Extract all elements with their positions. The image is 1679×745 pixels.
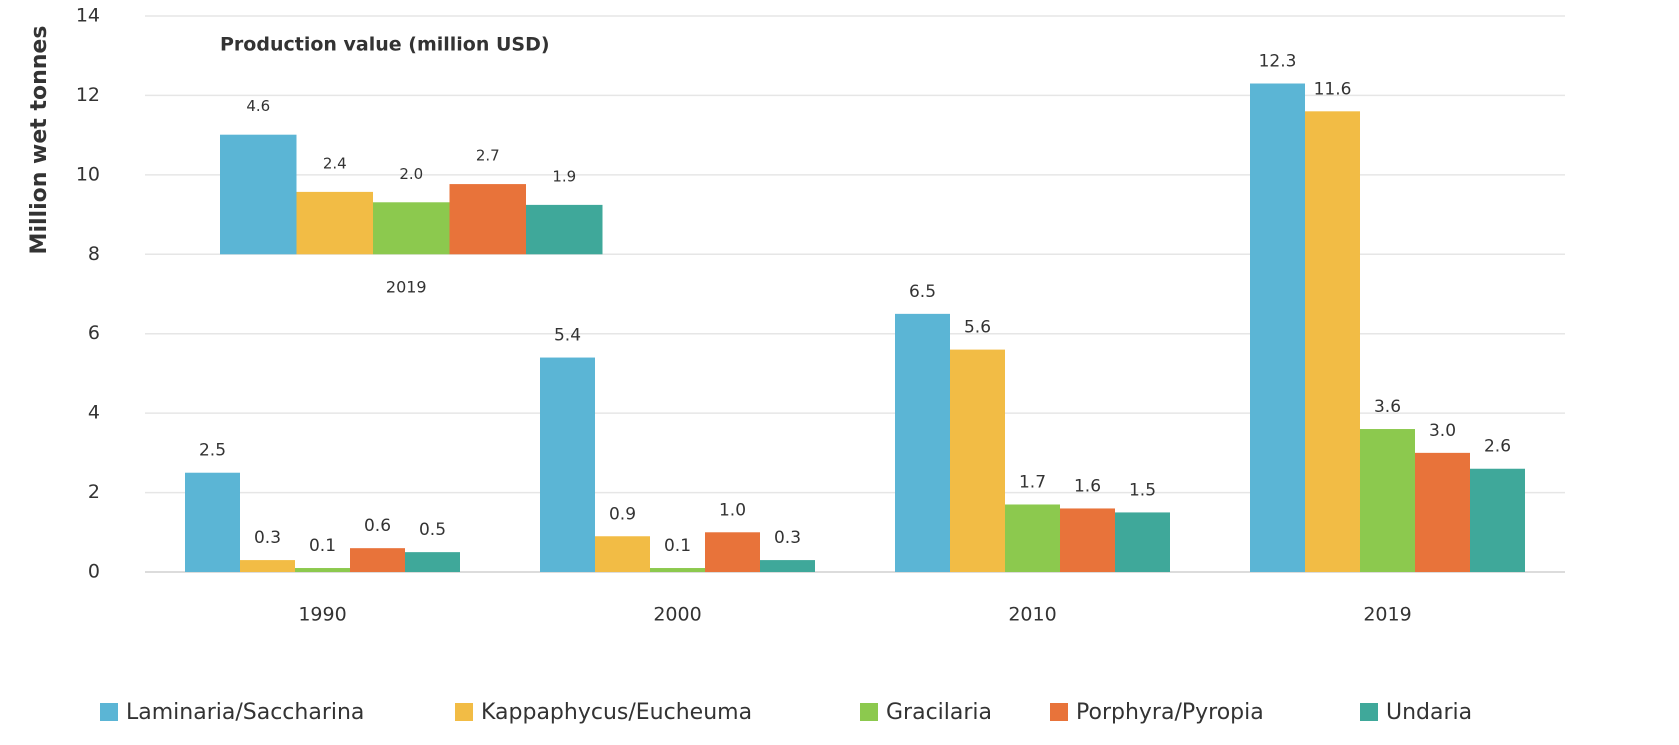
y-tick-label: 8: [88, 243, 100, 265]
x-tick-label: 2000: [653, 604, 701, 626]
data-label: 0.6: [364, 516, 391, 536]
inset-title: Production value (million USD): [220, 34, 550, 56]
legend-label: Kappaphycus/Eucheuma: [481, 700, 752, 725]
data-label: 0.1: [664, 536, 691, 556]
data-label: 2.6: [1484, 437, 1511, 457]
data-label: 3.0: [1429, 421, 1456, 441]
x-tick-label: 1990: [298, 604, 346, 626]
data-label: 12.3: [1259, 52, 1297, 72]
bar: [595, 536, 650, 572]
data-label: 0.3: [774, 528, 801, 548]
y-tick-label: 14: [76, 5, 100, 27]
bar: [1415, 452, 1470, 572]
x-tick-label: 2019: [1363, 604, 1411, 626]
bar: [350, 548, 405, 572]
legend-swatch: [455, 703, 473, 721]
legend-label: Porphyra/Pyropia: [1076, 700, 1264, 725]
data-label: 2.5: [199, 441, 226, 461]
bar: [540, 357, 595, 572]
data-label: 5.4: [554, 326, 581, 346]
legend-label: Laminaria/Saccharina: [126, 700, 364, 725]
bar: [1250, 83, 1305, 572]
x-tick-label: 2010: [1008, 604, 1056, 626]
bar: [1060, 508, 1115, 572]
inset-bar: [526, 204, 603, 255]
legend-label: Gracilaria: [886, 700, 992, 725]
bar: [185, 472, 240, 572]
legend-swatch: [1050, 703, 1068, 721]
inset-category-label: 2019: [386, 278, 427, 297]
bar: [705, 532, 760, 572]
data-label: 0.3: [254, 528, 281, 548]
legend-swatch: [1360, 703, 1378, 721]
y-tick-label: 0: [88, 561, 100, 583]
y-tick-label: 4: [88, 402, 100, 424]
data-label: 1.0: [719, 500, 746, 520]
bar: [1305, 111, 1360, 573]
bar: [1005, 504, 1060, 572]
data-label: 5.6: [964, 318, 991, 338]
data-label: 6.5: [909, 282, 936, 302]
y-tick-label: 12: [76, 84, 100, 106]
bar: [895, 313, 950, 572]
legend-swatch: [100, 703, 118, 721]
data-label: 0.5: [419, 520, 446, 540]
bar: [1470, 468, 1525, 572]
data-label: 0.1: [309, 536, 336, 556]
bar: [650, 568, 705, 572]
bar: [295, 568, 350, 572]
legend-label: Undaria: [1386, 700, 1472, 725]
y-tick-label: 10: [76, 163, 100, 185]
inset-data-label: 4.6: [246, 97, 270, 115]
inset-data-label: 2.0: [399, 165, 423, 183]
y-tick-label: 2: [88, 481, 100, 503]
inset-data-label: 2.4: [323, 154, 347, 172]
bar: [760, 560, 815, 572]
bar: [1360, 429, 1415, 572]
inset-bar: [449, 184, 526, 255]
data-label: 1.5: [1129, 480, 1156, 500]
data-label: 1.7: [1019, 472, 1046, 492]
data-label: 3.6: [1374, 397, 1401, 417]
inset-data-label: 1.9: [552, 167, 576, 185]
bar: [950, 349, 1005, 572]
bar: [1115, 512, 1170, 572]
legend-swatch: [860, 703, 878, 721]
inset-bar: [296, 191, 373, 255]
inset-bar: [373, 202, 450, 255]
data-label: 11.6: [1314, 79, 1352, 99]
data-label: 1.6: [1074, 476, 1101, 496]
y-axis-label: Million wet tonnes: [27, 26, 52, 255]
inset-bar: [220, 134, 297, 255]
inset-data-label: 2.7: [476, 147, 500, 165]
bar: [405, 552, 460, 572]
bar: [240, 560, 295, 572]
data-label: 0.9: [609, 504, 636, 524]
y-tick-label: 6: [88, 322, 100, 344]
